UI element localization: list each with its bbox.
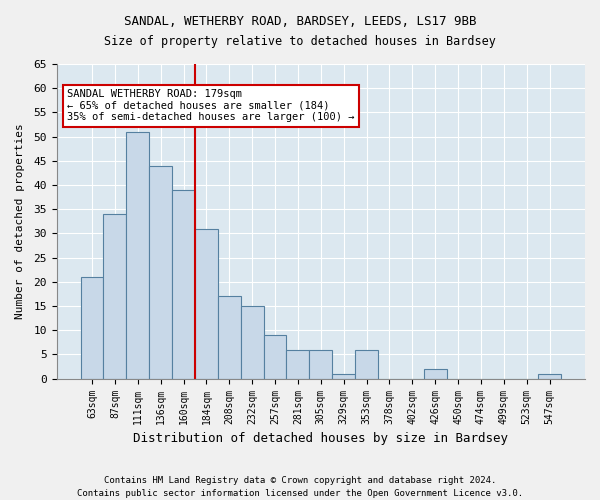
Bar xyxy=(149,166,172,378)
Bar xyxy=(286,350,310,378)
Text: SANDAL, WETHERBY ROAD, BARDSEY, LEEDS, LS17 9BB: SANDAL, WETHERBY ROAD, BARDSEY, LEEDS, L… xyxy=(124,15,476,28)
Bar xyxy=(172,190,195,378)
Text: Contains HM Land Registry data © Crown copyright and database right 2024.: Contains HM Land Registry data © Crown c… xyxy=(104,476,496,485)
Bar xyxy=(127,132,149,378)
Bar xyxy=(263,335,286,378)
Bar xyxy=(332,374,355,378)
Text: SANDAL WETHERBY ROAD: 179sqm
← 65% of detached houses are smaller (184)
35% of s: SANDAL WETHERBY ROAD: 179sqm ← 65% of de… xyxy=(67,89,355,122)
Bar xyxy=(218,296,241,378)
Text: Contains public sector information licensed under the Open Government Licence v3: Contains public sector information licen… xyxy=(77,488,523,498)
Bar xyxy=(103,214,127,378)
Bar xyxy=(195,228,218,378)
Bar xyxy=(355,350,378,378)
Text: Size of property relative to detached houses in Bardsey: Size of property relative to detached ho… xyxy=(104,35,496,48)
Bar xyxy=(241,306,263,378)
Bar xyxy=(80,277,103,378)
Bar xyxy=(538,374,561,378)
Bar xyxy=(424,369,446,378)
X-axis label: Distribution of detached houses by size in Bardsey: Distribution of detached houses by size … xyxy=(133,432,508,445)
Bar xyxy=(310,350,332,378)
Y-axis label: Number of detached properties: Number of detached properties xyxy=(15,124,25,319)
